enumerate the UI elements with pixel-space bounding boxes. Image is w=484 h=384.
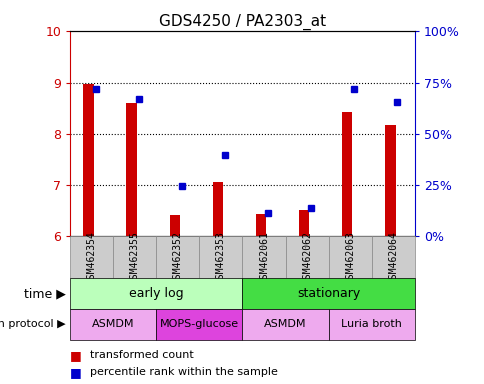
Bar bbox=[70, 309, 156, 340]
Text: percentile rank within the sample: percentile rank within the sample bbox=[90, 367, 277, 377]
Bar bbox=[242, 236, 285, 278]
Text: early log: early log bbox=[129, 287, 183, 300]
Bar bbox=[156, 309, 242, 340]
Text: GSM462062: GSM462062 bbox=[302, 231, 311, 284]
Text: transformed count: transformed count bbox=[90, 350, 193, 360]
Bar bbox=[328, 236, 371, 278]
Bar bbox=[113, 236, 156, 278]
Text: ■: ■ bbox=[70, 366, 82, 379]
Text: ■: ■ bbox=[70, 349, 82, 362]
Bar bbox=[341, 113, 352, 236]
Text: GSM462354: GSM462354 bbox=[87, 231, 97, 284]
Bar bbox=[285, 236, 328, 278]
Bar bbox=[212, 182, 223, 236]
Bar bbox=[83, 84, 94, 236]
Bar bbox=[169, 215, 180, 236]
Text: MOPS-glucose: MOPS-glucose bbox=[160, 319, 239, 329]
Bar bbox=[156, 236, 199, 278]
Bar bbox=[70, 278, 242, 309]
Text: GSM462355: GSM462355 bbox=[130, 231, 139, 284]
Bar bbox=[255, 214, 266, 236]
Bar bbox=[199, 236, 242, 278]
Text: stationary: stationary bbox=[296, 287, 360, 300]
Bar bbox=[298, 210, 309, 236]
Text: GDS4250 / PA2303_at: GDS4250 / PA2303_at bbox=[159, 13, 325, 30]
Text: ASMDM: ASMDM bbox=[92, 319, 135, 329]
Text: GSM462061: GSM462061 bbox=[258, 231, 269, 284]
Text: time ▶: time ▶ bbox=[24, 287, 65, 300]
Bar bbox=[242, 309, 328, 340]
Text: GSM462352: GSM462352 bbox=[173, 231, 182, 284]
Bar bbox=[70, 236, 113, 278]
Bar bbox=[126, 103, 137, 236]
Bar bbox=[328, 309, 414, 340]
Bar bbox=[384, 125, 395, 236]
Bar bbox=[371, 236, 414, 278]
Text: growth protocol ▶: growth protocol ▶ bbox=[0, 319, 65, 329]
Text: GSM462063: GSM462063 bbox=[345, 231, 354, 284]
Bar bbox=[242, 278, 414, 309]
Text: Luria broth: Luria broth bbox=[340, 319, 401, 329]
Text: GSM462064: GSM462064 bbox=[387, 231, 397, 284]
Text: GSM462353: GSM462353 bbox=[215, 231, 226, 284]
Text: ASMDM: ASMDM bbox=[264, 319, 306, 329]
